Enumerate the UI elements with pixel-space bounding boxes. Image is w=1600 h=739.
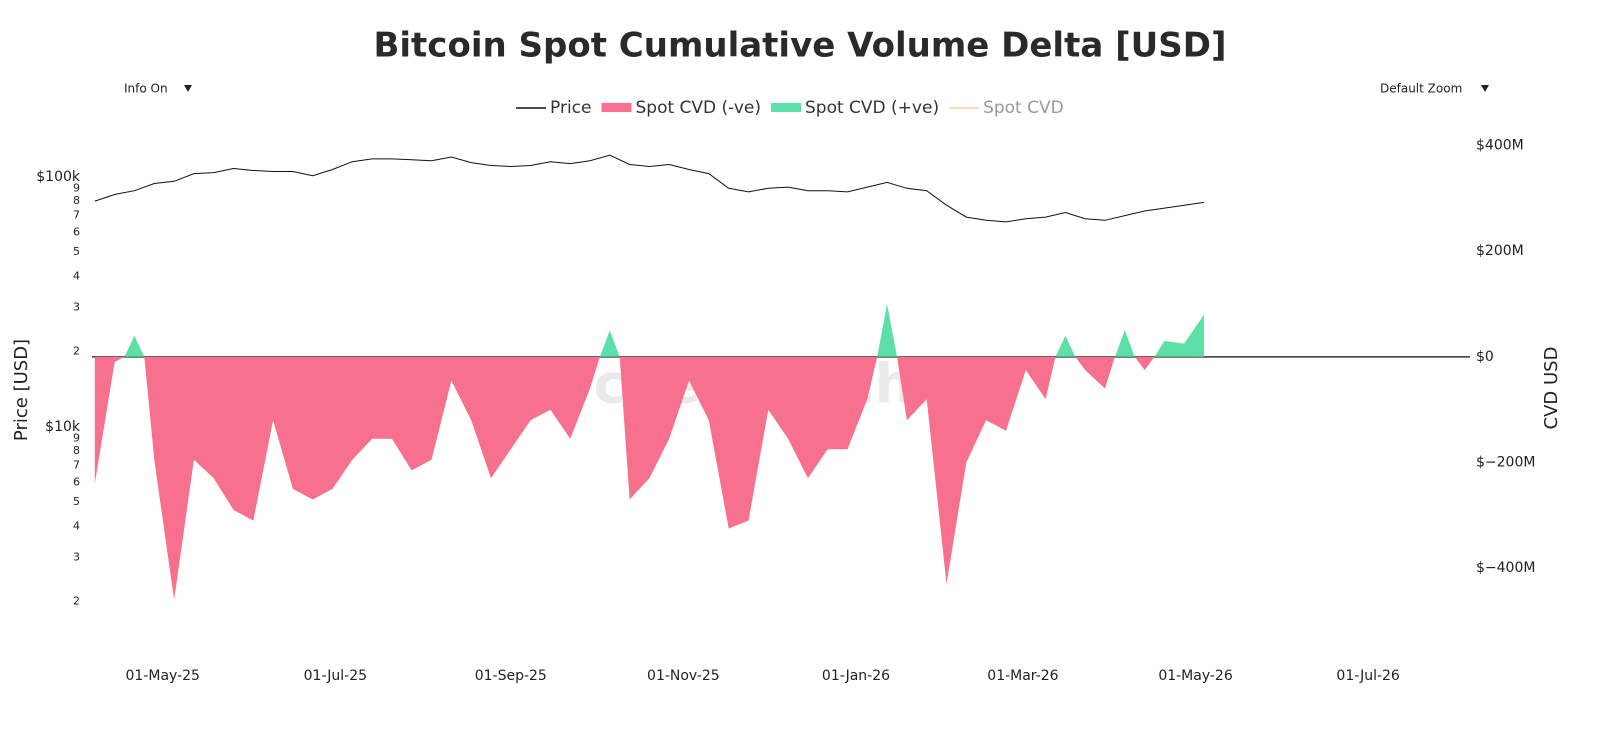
y-tick-label: 7 — [73, 209, 80, 222]
legend-label: Spot CVD (+ve) — [805, 98, 939, 118]
y-tick-label: 8 — [73, 194, 80, 207]
y-tick-label: 4 — [73, 519, 80, 532]
price-line — [94, 154, 1205, 223]
cvd-area — [877, 304, 897, 357]
legend-label: Spot CVD (-ve) — [635, 98, 761, 118]
cvd-area — [599, 330, 620, 357]
legend-label: Spot CVD — [983, 98, 1064, 118]
y-tick-label: 6 — [73, 475, 80, 488]
cvd-area — [124, 335, 145, 357]
legend-swatch — [601, 103, 632, 112]
y2-tick-label: $0 — [1476, 349, 1494, 365]
y2-tick-label: $−200M — [1476, 454, 1535, 470]
y-tick-label: $100k — [36, 169, 81, 185]
zoom-select[interactable]: Default Zoom — [1380, 82, 1462, 96]
x-tick-label: 01-May-25 — [126, 668, 200, 684]
x-tick-label: 01-Sep-25 — [475, 668, 547, 684]
cvd-area — [1114, 330, 1135, 357]
legend-item[interactable]: Price — [516, 98, 591, 118]
x-tick-label: 01-Jan-26 — [822, 668, 890, 684]
legend-swatch — [771, 103, 801, 112]
chart-title: Bitcoin Spot Cumulative Volume Delta [US… — [373, 26, 1226, 66]
y-tick-label: 5 — [73, 245, 80, 258]
y-tick-label: 9 — [73, 431, 80, 444]
y-tick-label: 2 — [73, 595, 80, 608]
cvd-area — [1075, 356, 1115, 389]
y-tick-label: $10k — [45, 419, 81, 435]
cvd-area — [1134, 356, 1155, 371]
info-toggle[interactable]: Info On — [124, 82, 168, 96]
cvd-area — [1055, 335, 1076, 357]
y-tick-label: 6 — [73, 225, 80, 238]
legend-item[interactable]: Spot CVD — [949, 98, 1064, 118]
x-tick-label: 01-Mar-26 — [987, 668, 1058, 684]
y-tick-label: 3 — [73, 551, 80, 564]
dropdown-arrow — [184, 85, 192, 92]
x-tick-label: 01-Jul-25 — [304, 668, 367, 684]
info-dropdown[interactable]: Info On — [124, 82, 192, 96]
y-axis-title: Price [USD] — [11, 339, 32, 441]
y-tick-label: 9 — [73, 181, 80, 194]
y-tick-label: 8 — [73, 444, 80, 457]
y-tick-label: 4 — [73, 269, 80, 282]
y-tick-label: 5 — [73, 495, 80, 508]
x-tick-label: 01-May-26 — [1158, 668, 1233, 684]
y2-tick-label: $400M — [1476, 138, 1524, 154]
cvd-area — [94, 356, 125, 484]
y2-axis-title: CVD USD — [1541, 347, 1562, 430]
y-tick-label: 7 — [73, 459, 80, 472]
legend-item[interactable]: Spot CVD (+ve) — [771, 98, 939, 118]
cvd-area — [144, 356, 600, 600]
legend-label: Price — [550, 98, 591, 118]
cvd-area — [897, 356, 1056, 584]
zoom-dropdown[interactable]: Default Zoom — [1380, 82, 1489, 96]
y2-tick-label: $−400M — [1476, 560, 1535, 576]
x-tick-label: 01-Nov-25 — [647, 668, 720, 684]
y2-tick-label: $200M — [1476, 243, 1524, 259]
legend: Price Spot CVD (-ve) Spot CVD (+ve) Spot CV… — [516, 98, 1064, 118]
dropdown-arrow — [1481, 85, 1489, 92]
y-tick-label: 3 — [73, 301, 80, 314]
cvd-area — [619, 356, 878, 529]
legend-item[interactable]: Spot CVD (-ve) — [601, 98, 761, 118]
y-tick-label: 2 — [73, 345, 80, 358]
x-tick-label: 01-Jul-26 — [1336, 668, 1399, 684]
cvd-area — [1154, 314, 1204, 357]
